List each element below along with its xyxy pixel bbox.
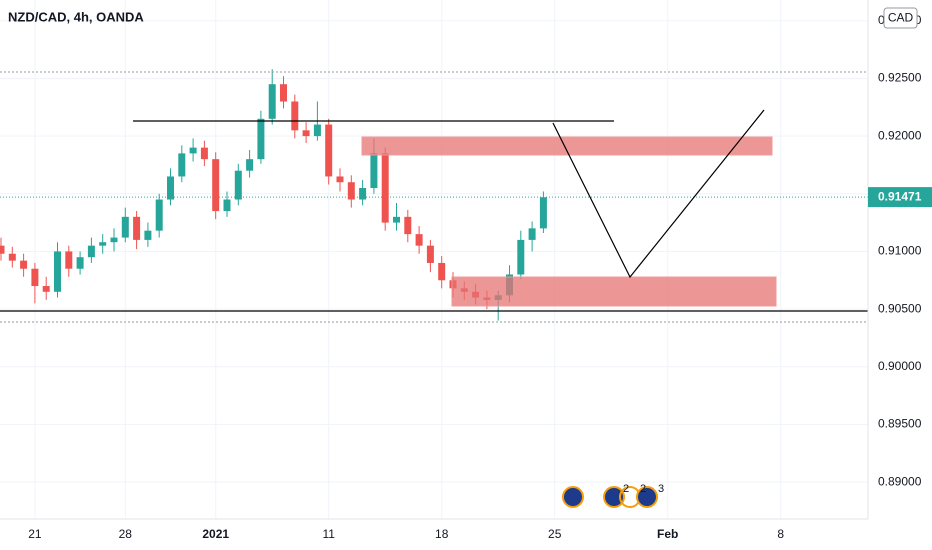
events: 2 2 3: [562, 483, 664, 508]
candle-body: [347, 182, 355, 200]
event-count: 2: [623, 483, 629, 495]
projection-path: [552, 109, 765, 279]
event-icon[interactable]: [603, 486, 625, 508]
candle-body: [426, 245, 434, 263]
x-tick-label: 21: [28, 527, 42, 541]
candle-body: [336, 176, 344, 183]
candle-body: [8, 253, 16, 261]
drawings: [0, 71, 868, 323]
candle-body: [189, 147, 197, 154]
candle-body: [528, 228, 536, 240]
candle-body: [167, 176, 174, 200]
candle-body: [76, 257, 84, 269]
candle-body: [539, 197, 547, 229]
candle-body: [65, 251, 73, 269]
candle-body: [359, 187, 367, 200]
event-count: 2: [640, 483, 646, 495]
y-tick-label: 0.89500: [878, 417, 922, 431]
candle-body: [200, 147, 208, 160]
candle-body: [393, 216, 400, 223]
chart-title: NZD/CAD, 4h, OANDA: [8, 9, 144, 24]
last-price-box: [868, 187, 932, 208]
x-tick-label: 8: [777, 527, 784, 541]
event-icon[interactable]: [636, 486, 658, 508]
candle-body: [313, 124, 321, 137]
candle-body: [404, 216, 412, 235]
candle-body: [257, 118, 265, 160]
x-tick-label: 18: [435, 527, 449, 541]
candle-body: [31, 268, 39, 287]
x-tick-label: 28: [119, 527, 133, 541]
candle-body: [302, 130, 310, 137]
support-zone: [451, 276, 777, 307]
candle-body: [178, 153, 186, 177]
candle-body: [42, 286, 50, 292]
candle-body: [110, 237, 118, 243]
y-tick-label: 0.90500: [878, 301, 922, 315]
candle-body: [155, 199, 163, 231]
grid: [0, 0, 868, 519]
event-icon[interactable]: [562, 486, 584, 508]
candle-body: [280, 84, 287, 102]
x-tick-label: Feb: [657, 527, 678, 541]
candle-body: [234, 170, 242, 200]
candle-body: [0, 245, 5, 254]
candle-body: [325, 124, 333, 177]
y-tick-label: 0.89000: [878, 474, 922, 488]
candle-body: [291, 101, 299, 131]
candle-body: [121, 216, 129, 238]
last-price-label: 0.91471: [878, 189, 922, 203]
candle-body: [54, 251, 61, 292]
event-count: 3: [658, 483, 664, 495]
candle-body: [99, 242, 107, 246]
resistance-zone: [361, 136, 773, 156]
candle-body: [133, 216, 141, 240]
x-tick-label: 25: [548, 527, 562, 541]
candle-body: [246, 159, 254, 171]
candle-body: [438, 262, 446, 281]
x-tick-label: 2021: [202, 527, 229, 541]
y-tick-label: 0.91000: [878, 244, 922, 258]
candle-body: [415, 234, 423, 246]
y-tick-label: 0.90000: [878, 359, 922, 373]
candle-body: [144, 230, 152, 240]
currency-label[interactable]: CAD: [888, 11, 914, 25]
candle-body: [268, 84, 276, 119]
axes: 0.930000.925000.920000.915000.910000.905…: [28, 13, 932, 541]
candle-body: [223, 199, 231, 212]
candle-body: [381, 153, 389, 223]
x-tick-label: 11: [322, 527, 335, 541]
candle-body: [517, 239, 525, 275]
y-tick-label: 0.92000: [878, 128, 922, 142]
currency-button[interactable]: [883, 7, 918, 29]
candle-body: [370, 153, 378, 188]
candle-body: [212, 159, 220, 212]
candle-body: [87, 245, 95, 258]
y-tick-label: 0.92500: [878, 71, 922, 85]
candle-body: [20, 260, 28, 269]
